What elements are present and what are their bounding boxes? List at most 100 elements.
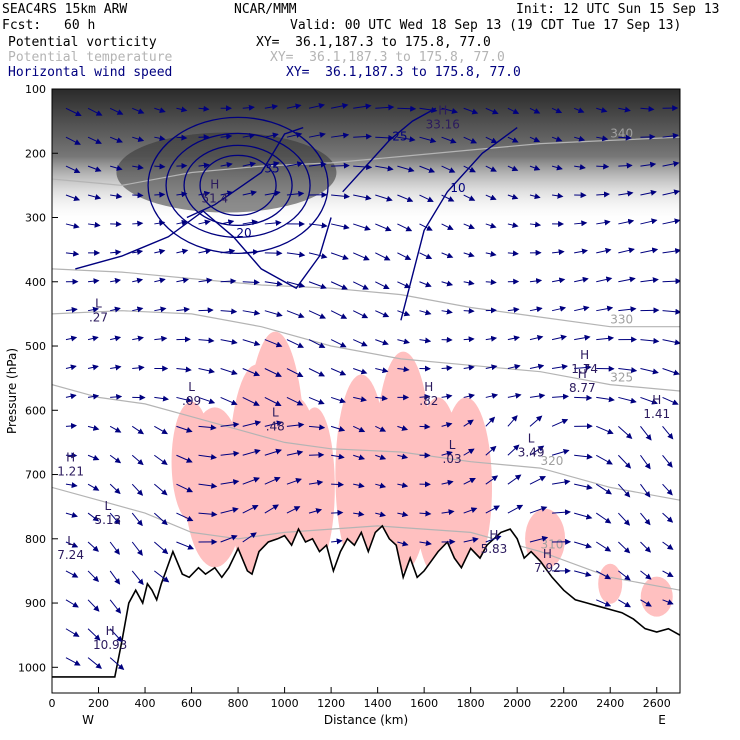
wind-vector [552,393,569,400]
wind-vector [441,308,453,315]
wind-vector [65,393,77,400]
wind-vector [596,107,608,113]
wind-vector [110,364,122,371]
wind-vector [485,136,498,144]
pv-low-region [640,576,673,617]
wind-vector [419,423,431,430]
wind-vector [507,474,522,485]
wind-vector [485,475,499,485]
y-tick-label: 500 [25,340,46,353]
wind-vector [242,420,262,427]
wind-vector [397,223,413,232]
wind-vector [242,219,258,226]
wind-vector [242,249,259,256]
wind-vector [330,281,348,290]
wind-vector [507,136,519,143]
wind-vector [353,194,372,201]
wind-vector [65,222,80,229]
wind-vector [286,478,302,485]
pv-feature-value: 5.83 [481,542,508,556]
wind-vector [110,193,123,199]
pv-low-region [598,563,623,604]
wind-vector [109,425,122,433]
y-tick-label: 800 [25,533,46,546]
wind-vector [308,281,327,290]
wind-vector [220,338,238,345]
wind-vector [397,310,411,317]
wind-vector [308,161,327,168]
wind-vector [375,454,387,460]
field-name-wind: Horizontal wind speed [8,65,173,80]
wind-vector [507,392,522,399]
wind-vector [419,107,438,113]
wind-vector [308,508,323,514]
wind-vector [198,396,216,405]
wind-vector [132,306,144,313]
wind-vector [154,425,168,435]
wind-vector [375,482,387,489]
wind-vector [132,335,144,342]
wind-vector [640,218,658,225]
wind-vector [419,165,436,173]
wind-vector [331,223,350,230]
wind-vector [331,481,345,488]
wind-vector [286,310,305,319]
wind-vector [110,335,122,342]
wind-vector [109,454,122,464]
pv-feature-type: L [272,406,279,420]
wind-vector [618,425,633,439]
wind-vector [176,541,195,550]
wind-vector [308,479,324,486]
wind-vector [485,222,497,229]
wind-vector [419,393,431,400]
pv-feature-value: 7.24 [57,548,84,562]
wind-vector [662,248,680,254]
pv-low-region [440,397,493,578]
wind-vector [485,364,498,371]
wind-vector [529,193,541,200]
wind-vector [264,368,282,377]
wind-vector [419,252,433,260]
x-tick-label: 200 [88,697,109,710]
wind-vector [397,136,416,143]
wind-vector [176,277,189,284]
wind-vector [375,165,394,172]
wind-vector [640,426,652,441]
pv-feature-value: 33.16 [426,118,460,132]
wind-vector [87,194,102,200]
wind-vector [109,483,121,495]
wind-vector [574,135,586,142]
x-tick-label: 1000 [271,697,299,710]
wind-vector [662,454,673,468]
plot-area: 34033032532031035252010H51.4H33.16L.27L.… [52,89,680,693]
wind-vector [198,277,213,284]
wind-vector [331,102,349,109]
wind-vector [618,396,637,404]
wind-vector [198,367,215,374]
fcst-value: 60 h [64,18,96,33]
wind-vector [529,107,541,114]
wind-vector [286,103,302,110]
wind-vector [154,541,169,555]
pv-feature-type: L [95,296,102,310]
wind-vector [596,570,612,580]
wind-vector [154,512,168,526]
wind-vector [662,512,674,523]
wind-vector [154,395,169,402]
wind-vector [529,393,546,400]
wind-vector [551,363,568,370]
wind-vector [551,334,567,341]
wind-vector [375,339,389,346]
wind-vector [242,161,257,168]
x-tick-label: 1600 [410,697,438,710]
wind-vector [176,219,188,226]
wind-vector [65,136,81,145]
pv-feature-type: L [67,534,74,548]
wind-vector [640,337,660,344]
field-name-theta: Potential temperature [8,50,173,65]
wind-vector [551,479,571,486]
wind-vector [65,107,82,117]
x-tick-label: 0 [49,697,56,710]
wind-vector [485,535,502,543]
wind-vector [176,106,188,113]
